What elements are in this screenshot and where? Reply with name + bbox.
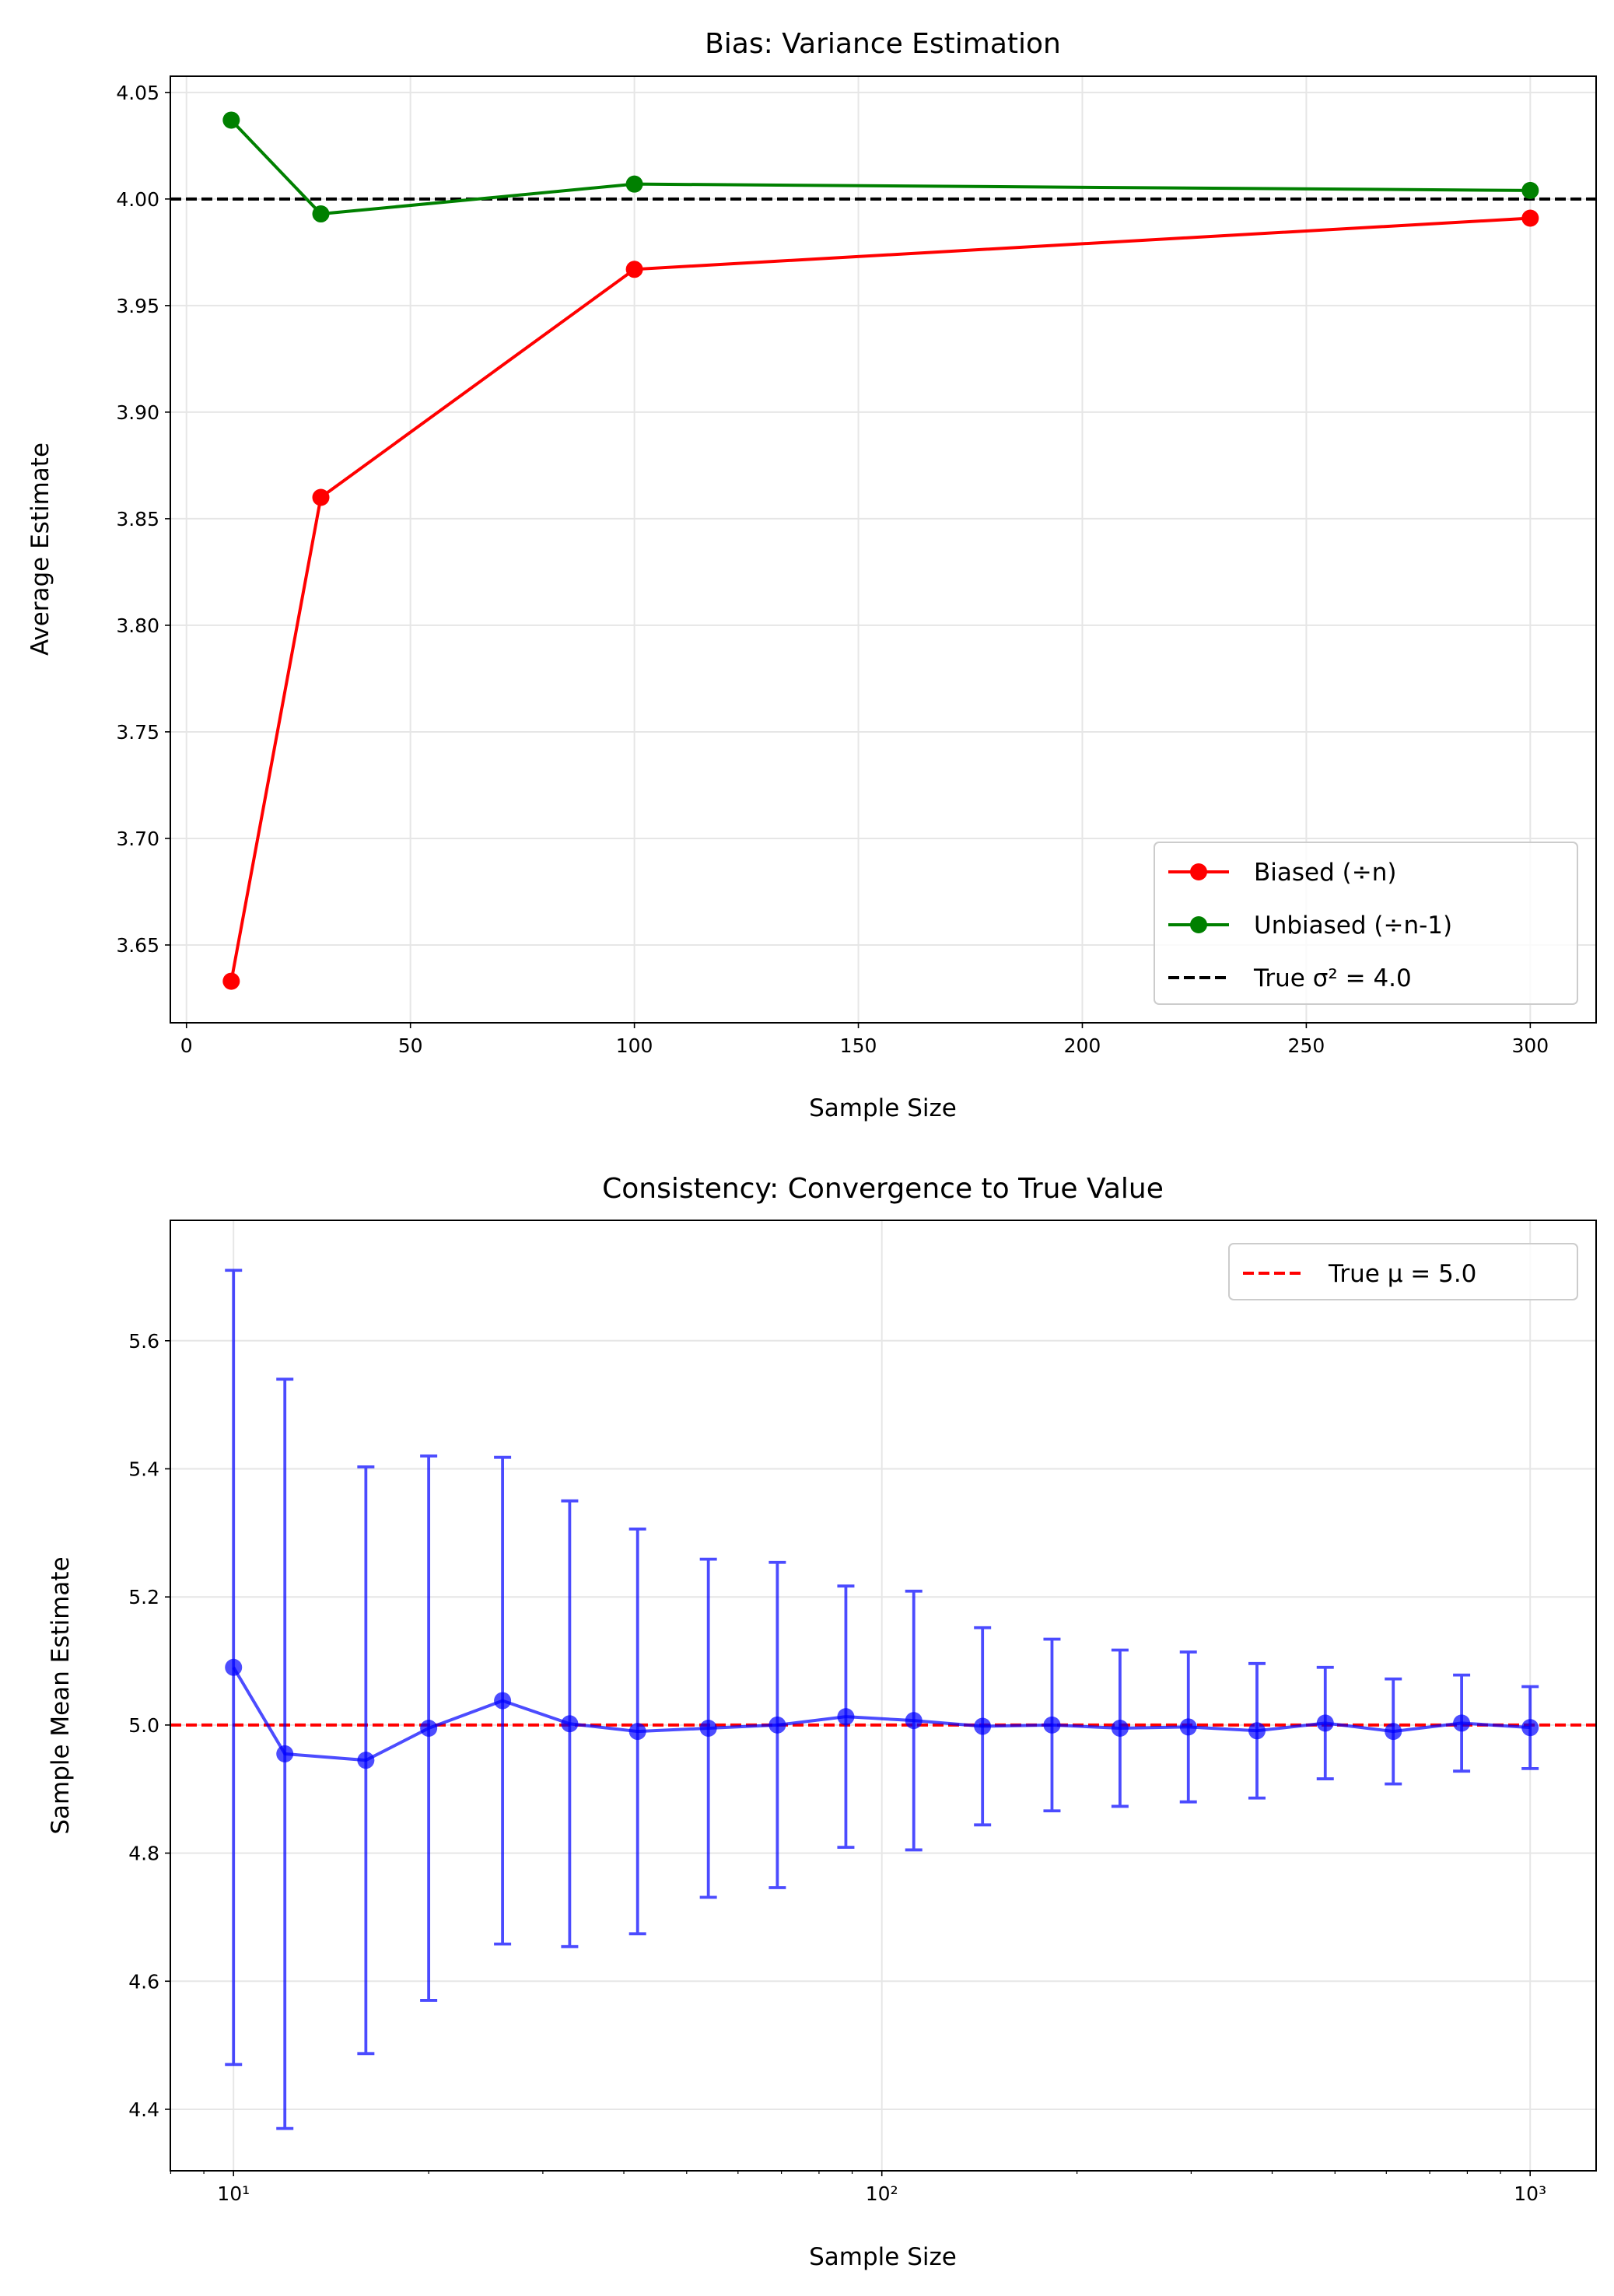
data-point: [312, 488, 330, 506]
legend: True μ = 5.0: [1228, 1243, 1578, 1300]
legend-label: True μ = 5.0: [1328, 1260, 1476, 1288]
data-point: [222, 972, 240, 990]
y-tick-label: 5.4: [128, 1458, 159, 1480]
x-tick-label: 10³: [1514, 2182, 1546, 2205]
y-tick-label: 3.70: [116, 828, 159, 850]
y-tick-label: 3.80: [116, 614, 159, 637]
consistency-chart: Consistency: Convergence to True Value S…: [47, 1173, 1597, 2271]
legend-label: Unbiased (÷n-1): [1254, 912, 1452, 940]
x-tick-label: 150: [840, 1034, 877, 1057]
legend-marker: [1190, 863, 1207, 880]
data-point: [628, 1723, 646, 1741]
data-point: [625, 261, 643, 278]
axes-frame: [170, 1220, 1597, 2172]
legend-label: True σ² = 4.0: [1253, 964, 1412, 992]
legend-item: Biased (÷n): [1168, 859, 1396, 887]
data-point: [420, 1719, 438, 1737]
data-point: [1453, 1714, 1471, 1732]
x-tick-label: 10¹: [217, 2182, 250, 2205]
data-point: [357, 1752, 375, 1769]
y-tick-label: 4.8: [128, 1843, 159, 1865]
y-tick-label: 3.95: [116, 295, 159, 317]
y-tick-label: 3.90: [116, 401, 159, 424]
y-tick-label: 4.4: [128, 2098, 159, 2121]
y-tick-label: 4.00: [116, 188, 159, 211]
data-point: [222, 111, 240, 129]
y-axis-label: Average Estimate: [26, 443, 54, 656]
data-point: [1521, 181, 1539, 199]
legend-marker: [1190, 916, 1207, 933]
data-point: [1111, 1719, 1129, 1737]
data-point: [625, 175, 643, 193]
legend-label: Biased (÷n): [1254, 859, 1396, 887]
data-point: [1043, 1716, 1061, 1734]
data-point: [312, 205, 330, 223]
y-tick-label: 5.6: [128, 1330, 159, 1353]
x-tick-label: 250: [1288, 1034, 1325, 1057]
data-point: [905, 1712, 923, 1730]
legend: Biased (÷n) Unbiased (÷n-1) True σ² = 4.0: [1154, 842, 1578, 1005]
x-tick-label: 100: [616, 1034, 653, 1057]
data-point: [561, 1715, 579, 1733]
legend-item: Unbiased (÷n-1): [1168, 912, 1452, 940]
chart-title: Consistency: Convergence to True Value: [602, 1173, 1164, 1205]
x-tick-label: 200: [1064, 1034, 1101, 1057]
data-point: [974, 1717, 992, 1735]
y-tick-label: 3.65: [116, 934, 159, 957]
y-tick-label: 3.85: [116, 508, 159, 530]
x-tick-label: 10²: [866, 2182, 898, 2205]
legend-box: [1154, 842, 1578, 1005]
y-tick-label: 4.6: [128, 1970, 159, 1993]
chart-title: Bias: Variance Estimation: [705, 28, 1061, 60]
x-tick-label: 0: [180, 1034, 193, 1057]
x-axis-label: Sample Size: [809, 2243, 957, 2271]
series-line-1: [229, 119, 1531, 216]
x-tick-label: 50: [398, 1034, 423, 1057]
x-axis-label: Sample Size: [809, 1094, 957, 1122]
axes-frame: [170, 75, 1597, 1024]
variance-bias-chart: Bias: Variance Estimation Sample Size Av…: [26, 28, 1597, 1122]
y-tick-label: 4.05: [116, 82, 159, 104]
y-tick-label: 3.75: [116, 721, 159, 744]
data-point: [1521, 209, 1539, 227]
series-line-0: [229, 216, 1531, 982]
data-point: [225, 1658, 243, 1676]
data-point: [1316, 1714, 1334, 1732]
series-line: [232, 1666, 1531, 1762]
y-axis-label: Sample Mean Estimate: [47, 1556, 75, 1834]
x-tick-label: 300: [1511, 1034, 1549, 1057]
legend-box: [1228, 1243, 1578, 1300]
data-point: [699, 1719, 717, 1737]
y-tick-label: 5.2: [128, 1586, 159, 1608]
data-point: [837, 1708, 855, 1726]
legend-item: True μ = 5.0: [1243, 1260, 1476, 1288]
data-point: [1521, 1719, 1539, 1737]
data-point: [1385, 1723, 1402, 1741]
data-point: [276, 1745, 294, 1762]
data-point: [1248, 1722, 1266, 1740]
data-point: [494, 1692, 512, 1710]
data-point: [768, 1716, 786, 1734]
y-tick-label: 5.0: [128, 1714, 159, 1737]
data-point: [1179, 1718, 1197, 1736]
legend-item: True σ² = 4.0: [1168, 964, 1412, 992]
